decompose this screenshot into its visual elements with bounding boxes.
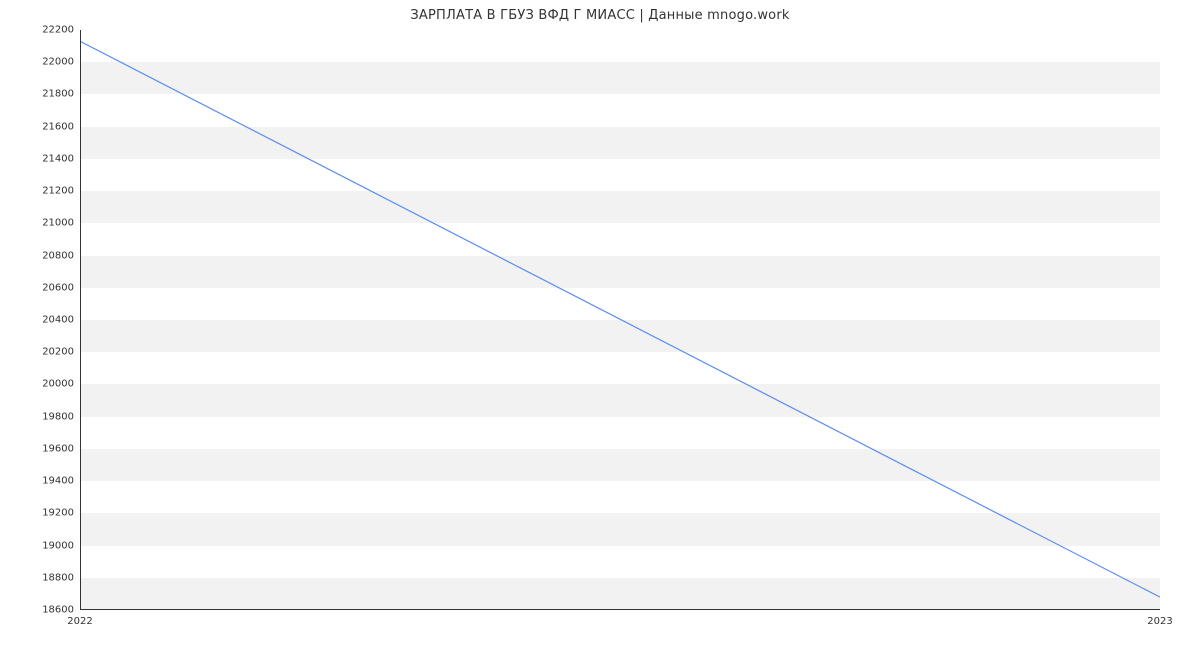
y-tick-label: 21800 [42,89,74,100]
y-tick-label: 21600 [42,121,74,132]
y-tick-label: 19000 [42,540,74,551]
y-tick-label: 20800 [42,250,74,261]
y-tick-label: 18600 [42,605,74,616]
y-tick-label: 20000 [42,379,74,390]
y-tick-label: 21400 [42,153,74,164]
y-tick-label: 19600 [42,443,74,454]
y-tick-label: 20600 [42,282,74,293]
y-tick-label: 18800 [42,572,74,583]
y-tick-label: 20400 [42,315,74,326]
y-tick-label: 19800 [42,411,74,422]
y-tick-label: 19400 [42,476,74,487]
series-layer [80,30,1160,610]
plot-area: 1860018800190001920019400196001980020000… [80,30,1160,610]
y-tick-label: 19200 [42,508,74,519]
y-tick-label: 22200 [42,25,74,36]
chart-title: ЗАРПЛАТА В ГБУЗ ВФД Г МИАСС | Данные mno… [0,8,1200,23]
y-tick-label: 22000 [42,57,74,68]
y-tick-label: 20200 [42,347,74,358]
y-tick-label: 21000 [42,218,74,229]
y-tick-label: 21200 [42,186,74,197]
x-axis-line [80,609,1160,610]
y-axis-line [80,30,81,610]
x-tick-label: 2022 [67,616,92,627]
x-tick-label: 2023 [1147,616,1172,627]
series-line [80,41,1160,597]
